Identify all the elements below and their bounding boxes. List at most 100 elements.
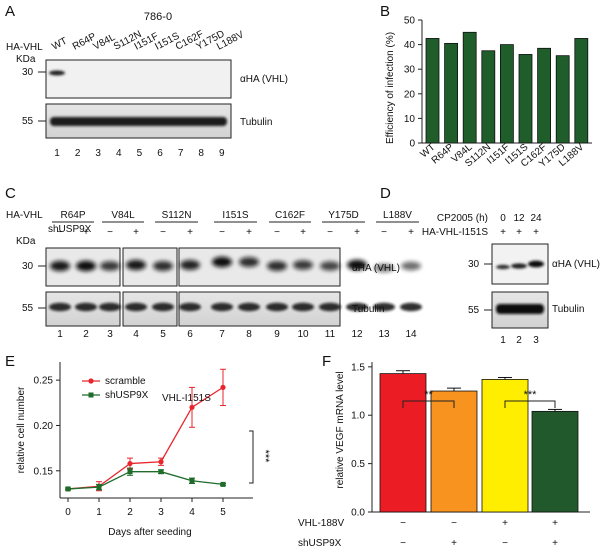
f-sign-shusp9x: − — [502, 538, 508, 549]
b-y-tick-label: 50 — [404, 16, 416, 27]
band-vhl-c — [100, 261, 120, 271]
group-label-c: S112N — [162, 210, 192, 221]
e-x-tick-label: 3 — [158, 507, 164, 518]
e-point-shusp9x — [158, 469, 164, 475]
f-y-tick-label: 0.0 — [351, 508, 365, 519]
panel-a: A 786-0 HA-VHL KDa WT R64PV84LS112NI151FI… — [5, 3, 288, 159]
e-point-shusp9x — [189, 478, 195, 484]
panel-letter-e: E — [5, 353, 15, 370]
band-tubulin-a — [50, 117, 227, 126]
ha-vhl-label-a: HA-VHL — [6, 42, 43, 53]
e-point-scramble — [189, 404, 195, 410]
f-brackets: ** *** — [402, 389, 556, 408]
f-sign-shusp9x: − — [400, 538, 406, 549]
group-label-c: I151S — [222, 210, 248, 221]
sign-c: + — [300, 227, 306, 238]
sign-c: + — [83, 227, 89, 238]
band-wt-vhl — [49, 70, 65, 76]
lane-number-a: 4 — [116, 148, 122, 159]
lane-number-c: 5 — [160, 329, 166, 340]
legend-shusp9x: shUSP9X — [105, 390, 149, 401]
f-y-tick-label: 1.5 — [351, 362, 365, 373]
lane-number-d: 2 — [516, 335, 522, 346]
sign-c: − — [219, 227, 225, 238]
e-x-tick-label: 4 — [189, 507, 195, 518]
b-bar — [499, 44, 514, 144]
b-bar — [425, 38, 440, 144]
e-series — [65, 368, 226, 492]
e-ylabel: relative cell number — [16, 386, 27, 473]
e-point-scramble — [220, 384, 226, 390]
f-bar — [430, 390, 478, 513]
lane-number-c: 7 — [219, 329, 225, 340]
ha-vhl-label-c: HA-VHL — [6, 210, 43, 221]
band-vhl-c — [347, 259, 367, 271]
band-vhl-c — [239, 257, 259, 267]
sign-row-c: − + − + − + − + − + − + − + — [57, 227, 414, 238]
panel-d: D CP2005 (h) HA-VHL-I151S 0 +12 +24 + 30 αH… — [380, 185, 600, 346]
band-vhl-c — [212, 256, 232, 268]
band-vhl-c — [293, 260, 313, 270]
band-tubulin-c — [152, 302, 174, 312]
band-vhl-c — [50, 260, 70, 272]
blot-vhl-a — [45, 59, 232, 99]
band-tubulin-c — [346, 302, 368, 312]
panel-e: E relative cell number 0.15 0.20 0.25 0 1 2 3… — [5, 353, 271, 538]
b-y-tick-label: 10 — [404, 114, 416, 125]
band-d-3 — [528, 260, 544, 268]
lane-number-d: 1 — [500, 335, 506, 346]
f-y-ticks: 0.0 0.5 1.0 1.5 — [351, 362, 372, 519]
lane-number-a: 1 — [54, 148, 60, 159]
lane-number-c: 3 — [107, 329, 113, 340]
lane-number-c: 10 — [297, 329, 309, 340]
blot-label-tubulin-d: Tubulin — [552, 304, 584, 315]
lane-number-a: 6 — [157, 148, 163, 159]
lane-number-c: 9 — [274, 329, 280, 340]
band-d-2 — [511, 263, 527, 269]
lane-number-a: 8 — [198, 148, 204, 159]
blot-label-vhl-c: αHA (VHL) — [352, 263, 400, 274]
legend-scramble: scramble — [105, 376, 146, 387]
shusp9x-label-c: shUSP9X — [48, 224, 92, 235]
blot-label-vhl-a: αHA (VHL) — [240, 74, 288, 85]
mw-55-a: 55 — [22, 116, 34, 127]
f-sign-vhl: + — [552, 518, 558, 529]
sign-c: + — [354, 227, 360, 238]
b-y-tick-label: 30 — [404, 65, 416, 76]
f-sign-vhl: + — [502, 518, 508, 529]
ha-vhl-i151s-label: HA-VHL-I151S — [422, 227, 488, 238]
e-point-scramble — [158, 459, 164, 465]
sign-c: + — [408, 227, 414, 238]
f-ylabel: relative VEGF mRNA level — [335, 371, 346, 488]
lane-numbers-a: 1 2 3 4 5 6 7 8 9 — [54, 148, 225, 159]
sign-d: + — [516, 227, 522, 238]
panel-letter-b: B — [380, 3, 390, 20]
lane-number-c: 1 — [57, 329, 63, 340]
kda-label-a: KDa — [16, 54, 36, 65]
e-x-tick-label: 1 — [96, 507, 102, 518]
f-y-tick-label: 0.5 — [351, 459, 365, 470]
panel-c: C HA-VHL shUSP9X KDa R64P V84L S112N I151S C… — [5, 185, 422, 340]
band-vhl-c — [320, 261, 340, 271]
band-vhl-c — [401, 261, 421, 271]
b-y-ticks: 0 10 20 30 40 50 — [404, 16, 422, 150]
e-x-tick-label: 5 — [220, 507, 226, 518]
time-value-d: 0 — [500, 213, 506, 224]
time-value-d: 24 — [530, 213, 542, 224]
band-vhl-c — [374, 263, 394, 273]
b-bar — [537, 47, 551, 144]
f-sig-stars: ** — [424, 389, 433, 401]
f-bar — [531, 410, 579, 513]
lane-number-c: 4 — [133, 329, 139, 340]
legend-marker-shusp9x — [88, 392, 94, 398]
sign-c: − — [381, 227, 387, 238]
e-xlabel: Days after seeding — [108, 527, 191, 538]
e-point-shusp9x — [96, 484, 102, 490]
band-tubulin-c — [373, 302, 395, 312]
band-tubulin-c — [179, 302, 201, 312]
e-point-scramble — [127, 460, 133, 467]
mw-55-c: 55 — [22, 303, 34, 314]
